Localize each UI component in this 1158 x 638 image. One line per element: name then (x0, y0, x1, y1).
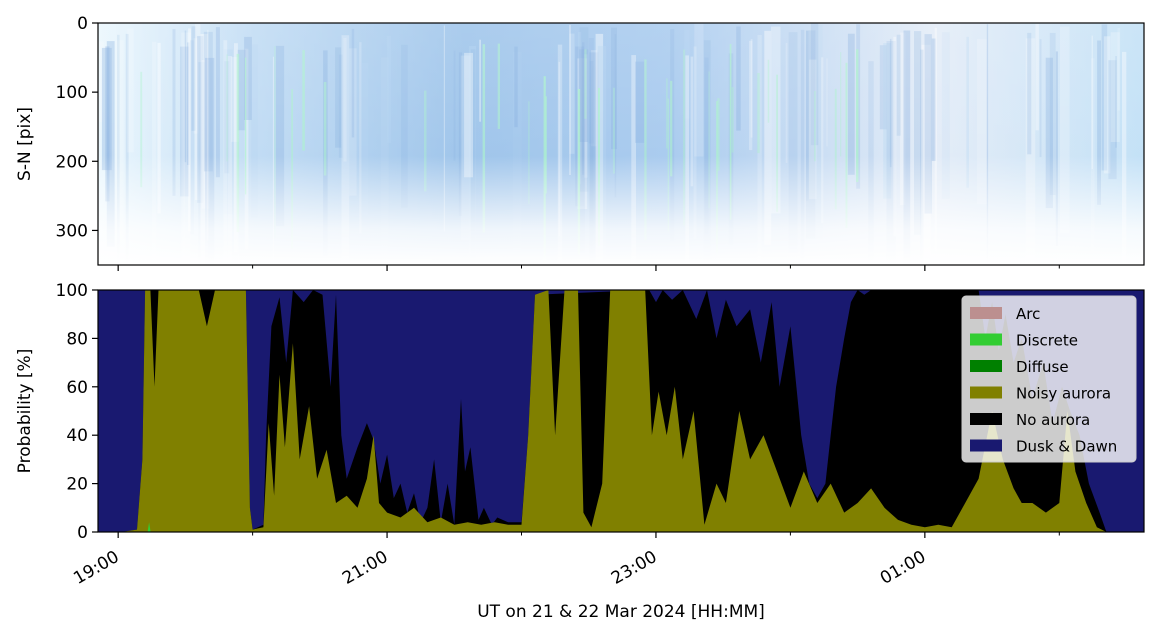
probability-y-label: Probability [%] (15, 349, 35, 474)
keogram-y-tick-label: 200 (56, 152, 88, 172)
legend-swatch (970, 360, 1002, 372)
keogram-image (98, 23, 1144, 265)
probability-y-tick-label: 100 (56, 281, 88, 301)
keogram-y-tick-label: 300 (56, 221, 88, 241)
legend-label: No aurora (1016, 411, 1090, 429)
keogram-y-label: S-N [pix] (15, 107, 35, 181)
probability-y-tick-label: 20 (66, 475, 88, 495)
probability-y-ticks: 0 20 40 60 80 100 (56, 281, 98, 543)
series-area-discrete (147, 522, 151, 532)
keogram-frame (97, 22, 1145, 266)
probability-x-ticks: 19:00 21:00 23:00 01:00 (70, 532, 1060, 589)
probability-x-tick-label: 21:00 (339, 547, 391, 589)
keogram-panel: 0 100 200 300 S-N [pix] (15, 14, 1145, 271)
probability-x-tick-label: 19:00 (70, 547, 122, 589)
x-axis-label: UT on 21 & 22 Mar 2024 [HH:MM] (477, 602, 765, 622)
legend-swatch (970, 413, 1002, 425)
probability-x-tick-label: 01:00 (877, 547, 929, 589)
legend-items: Arc Discrete Diffuse Noisy aurora No aurora D… (970, 305, 1117, 456)
legend-label: Diffuse (1016, 358, 1069, 376)
legend-label: Dusk & Dawn (1016, 438, 1117, 456)
legend-swatch (970, 439, 1002, 452)
legend: Arc Discrete Diffuse Noisy aurora No aurora D… (961, 295, 1137, 463)
probability-y-tick-label: 80 (66, 329, 88, 349)
keogram-x-ticks (117, 265, 1060, 271)
legend-label: Noisy aurora (1016, 385, 1111, 403)
probability-frame (97, 289, 1145, 533)
probability-y-tick-label: 0 (77, 523, 88, 543)
probability-x-tick-label: 23:00 (608, 547, 660, 589)
keogram-y-tick-label: 0 (77, 14, 88, 34)
legend-swatch (970, 386, 1002, 399)
keogram-y-tick-label: 100 (56, 83, 88, 103)
keogram-horizon-glow (98, 23, 1144, 265)
legend-label: Discrete (1016, 332, 1078, 350)
legend-box (961, 295, 1137, 463)
probability-y-tick-label: 60 (66, 378, 88, 398)
series-area-noisy-aurora (98, 290, 1144, 532)
probability-y-tick-label: 40 (66, 426, 88, 446)
probability-panel: 0 20 40 60 80 100 Probability [%] 19:00 21:00 2… (15, 281, 1145, 622)
legend-swatch (970, 307, 1002, 319)
keogram-y-ticks: 0 100 200 300 (56, 14, 98, 241)
legend-label: Arc (1016, 305, 1040, 323)
legend-swatch (970, 333, 1002, 346)
